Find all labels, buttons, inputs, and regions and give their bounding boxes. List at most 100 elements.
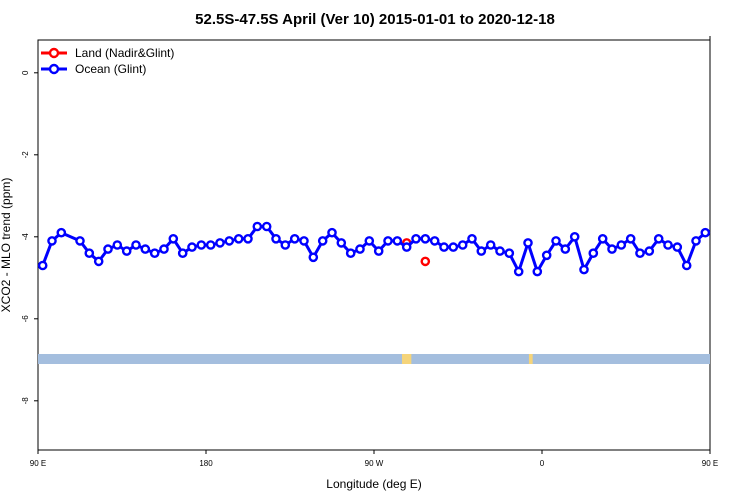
data-point bbox=[597, 233, 608, 244]
data-point bbox=[513, 266, 524, 277]
data-point bbox=[672, 242, 683, 252]
data-point bbox=[243, 233, 253, 244]
data-point bbox=[168, 233, 179, 244]
data-point bbox=[364, 236, 375, 246]
data-point bbox=[177, 248, 188, 258]
data-point bbox=[121, 246, 132, 256]
data-point bbox=[373, 246, 384, 256]
data-point bbox=[429, 236, 440, 246]
data-point bbox=[271, 233, 281, 244]
data-point bbox=[383, 236, 393, 246]
data-point bbox=[420, 256, 431, 267]
data-point bbox=[215, 238, 225, 248]
data-point bbox=[299, 236, 309, 246]
data-point bbox=[75, 236, 85, 246]
data-point bbox=[112, 240, 123, 250]
data-point bbox=[47, 236, 57, 246]
x-tick-label: 90 W bbox=[365, 459, 384, 468]
chart-title: 52.5S-47.5S April (Ver 10) 2015-01-01 to… bbox=[195, 11, 555, 28]
data-point bbox=[439, 242, 449, 252]
data-point bbox=[93, 256, 104, 267]
legend-marker bbox=[48, 47, 60, 59]
data-point bbox=[504, 248, 515, 258]
data-point bbox=[448, 242, 459, 252]
data-point bbox=[607, 244, 617, 254]
land-patch bbox=[402, 354, 412, 364]
data-point bbox=[56, 227, 67, 238]
y-tick-label: -2 bbox=[21, 151, 30, 159]
data-point bbox=[336, 238, 347, 248]
data-point bbox=[289, 233, 300, 244]
data-point bbox=[280, 240, 291, 250]
data-point bbox=[131, 240, 141, 250]
data-point bbox=[103, 244, 113, 254]
legend-item: Land (Nadir&Glint) bbox=[41, 46, 174, 60]
legend-label: Ocean (Glint) bbox=[75, 62, 146, 76]
data-point bbox=[224, 236, 235, 246]
data-point bbox=[327, 227, 337, 238]
x-axis-label: Longitude (deg E) bbox=[326, 477, 421, 491]
legend-marker bbox=[48, 63, 60, 75]
data-point bbox=[616, 240, 627, 250]
land-ocean-strip bbox=[38, 354, 710, 364]
y-tick-label: -6 bbox=[21, 315, 30, 323]
data-point bbox=[691, 236, 701, 246]
x-tick-label: 180 bbox=[199, 459, 213, 468]
data-point bbox=[700, 227, 711, 238]
data-point bbox=[551, 236, 561, 246]
y-tick-label: -4 bbox=[21, 233, 30, 241]
data-point bbox=[663, 240, 673, 250]
data-point bbox=[579, 264, 589, 275]
data-point bbox=[467, 233, 477, 244]
y-axis: 0 -2 -4 -6 -8 bbox=[21, 70, 38, 404]
data-point bbox=[420, 233, 431, 244]
series-ocean-glint- bbox=[37, 221, 711, 277]
data-point bbox=[569, 231, 580, 242]
data-point bbox=[476, 246, 487, 256]
data-point bbox=[411, 233, 421, 244]
data-point bbox=[653, 233, 664, 244]
x-tick-label: 90 E bbox=[702, 459, 718, 468]
data-point bbox=[644, 246, 655, 256]
data-point bbox=[37, 260, 48, 271]
data-point bbox=[532, 266, 543, 277]
data-point bbox=[588, 248, 599, 258]
data-point bbox=[635, 248, 645, 258]
data-point bbox=[140, 244, 151, 254]
data-point bbox=[317, 236, 328, 246]
land-patch bbox=[528, 354, 533, 364]
data-point bbox=[625, 233, 636, 244]
data-point bbox=[681, 260, 692, 271]
data-point bbox=[308, 252, 319, 263]
legend: Land (Nadir&Glint) Ocean (Glint) bbox=[41, 46, 174, 76]
data-point bbox=[392, 236, 403, 246]
data-point bbox=[457, 240, 468, 250]
x-axis: 90 E 180 90 W 0 90 E bbox=[30, 36, 718, 468]
series-layer bbox=[37, 221, 711, 277]
data-point bbox=[84, 248, 95, 258]
x-tick-label: 90 E bbox=[30, 459, 46, 468]
y-axis-label: XCO2 - MLO trend (ppm) bbox=[0, 178, 13, 313]
legend-label: Land (Nadir&Glint) bbox=[75, 46, 174, 60]
data-point bbox=[541, 250, 552, 261]
data-point bbox=[149, 248, 160, 258]
y-tick-label: -8 bbox=[21, 397, 30, 405]
data-point bbox=[233, 233, 244, 244]
data-point bbox=[252, 221, 263, 232]
legend-item: Ocean (Glint) bbox=[41, 62, 146, 76]
y-tick-label: 0 bbox=[21, 70, 30, 75]
data-point bbox=[159, 244, 169, 254]
data-point bbox=[560, 244, 571, 254]
data-point bbox=[485, 240, 496, 250]
data-point bbox=[495, 246, 505, 256]
ocean-band bbox=[38, 354, 710, 364]
data-point bbox=[355, 244, 365, 254]
data-point bbox=[401, 242, 412, 252]
data-point bbox=[345, 248, 356, 258]
x-tick-label: 0 bbox=[540, 459, 545, 468]
data-point bbox=[261, 221, 272, 232]
data-point bbox=[523, 238, 533, 248]
data-point bbox=[205, 240, 216, 250]
data-point bbox=[196, 240, 207, 250]
